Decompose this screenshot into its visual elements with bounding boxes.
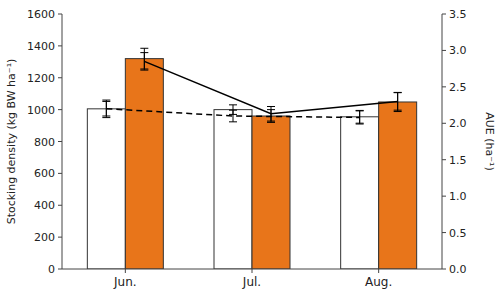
error-cap	[140, 48, 148, 49]
y2-tick-label: 1.5	[449, 154, 467, 167]
error-cap	[356, 110, 364, 111]
y2-tick-label: 3.5	[449, 8, 467, 21]
bar	[125, 59, 163, 269]
error-cap	[140, 70, 148, 71]
y2-axis-label: AUE (ha⁻¹)	[483, 112, 496, 171]
y2-tick	[442, 196, 446, 197]
y-tick-label: 400	[34, 199, 55, 212]
x-tick-label: Jul.	[242, 275, 261, 289]
y-tick-label: 800	[34, 136, 55, 149]
error-cap	[356, 124, 364, 125]
y-tick	[58, 14, 62, 15]
y2-tick-label: 2.5	[449, 81, 467, 94]
error-bar	[229, 110, 237, 122]
error-stem	[106, 100, 107, 118]
error-cap	[267, 122, 275, 123]
y-tick-label: 0	[48, 263, 55, 276]
error-cap	[267, 121, 275, 122]
bar-series	[125, 48, 416, 269]
line-series	[140, 53, 401, 121]
error-cap	[229, 121, 237, 122]
error-cap	[394, 92, 402, 93]
y2-tick-label: 0.0	[449, 263, 467, 276]
y2-tick	[442, 50, 446, 51]
error-stem	[359, 111, 360, 124]
bar	[252, 116, 290, 269]
error-cap	[229, 110, 237, 111]
y-tick	[58, 269, 62, 270]
y2-tick	[442, 123, 446, 124]
error-cap	[102, 100, 110, 101]
error-cap	[394, 111, 402, 112]
bar	[341, 117, 379, 269]
y2-tick	[442, 232, 446, 233]
x-tick	[378, 269, 379, 273]
line	[144, 61, 397, 113]
y-tick-label: 1000	[27, 104, 55, 117]
y-tick	[58, 173, 62, 174]
error-stem	[144, 53, 145, 70]
y-tick	[58, 205, 62, 206]
y-tick-label: 600	[34, 167, 55, 180]
y-tick	[58, 77, 62, 78]
y2-tick	[442, 159, 446, 160]
y-tick-label: 1400	[27, 40, 55, 53]
x-tick-label: Aug.	[365, 275, 392, 289]
chart: Jun. Jul. Aug. 0 200 400 600 800 1000 1200 1400 160…	[0, 0, 500, 299]
error-cap	[229, 104, 237, 105]
error-cap	[102, 101, 110, 102]
y-tick	[58, 45, 62, 46]
y-tick-label: 1600	[27, 8, 55, 21]
error-bar	[394, 93, 402, 110]
plot-area	[87, 48, 416, 269]
y2-tick-label: 0.5	[449, 227, 467, 240]
error-stem	[106, 101, 107, 116]
x-tick-label: Jun.	[113, 275, 137, 289]
error-cap	[267, 106, 275, 107]
y2-tick	[442, 86, 446, 87]
y-tick	[58, 109, 62, 110]
error-stem	[359, 110, 360, 123]
error-cap	[394, 92, 402, 93]
error-stem	[271, 107, 272, 122]
y2-axis-line	[442, 14, 443, 269]
line-series	[102, 101, 363, 124]
x-tick	[252, 269, 253, 273]
error-cap	[140, 52, 148, 53]
error-cap	[356, 110, 364, 111]
y2-tick-label: 2.0	[449, 117, 467, 130]
error-stem	[397, 92, 398, 111]
y-tick-label: 1200	[27, 72, 55, 85]
bar	[379, 102, 417, 269]
error-cap	[102, 117, 110, 118]
error-cap	[102, 116, 110, 117]
error-bar	[140, 53, 148, 70]
y2-tick	[442, 14, 446, 15]
y-tick	[58, 237, 62, 238]
bar	[214, 110, 252, 269]
y-tick-label: 200	[34, 231, 55, 244]
error-bar	[356, 111, 364, 124]
bar	[87, 109, 125, 269]
x-tick	[125, 269, 126, 273]
error-bar	[267, 107, 275, 122]
y2-tick-label: 3.0	[449, 44, 467, 57]
y-tick	[58, 141, 62, 142]
error-stem	[397, 93, 398, 110]
y2-tick	[442, 269, 446, 270]
error-cap	[394, 110, 402, 111]
y2-tick-label: 1.0	[449, 190, 467, 203]
error-bar	[102, 101, 110, 116]
error-stem	[233, 110, 234, 122]
y-axis-label: Stocking density (kg BW ha⁻¹)	[5, 59, 18, 225]
